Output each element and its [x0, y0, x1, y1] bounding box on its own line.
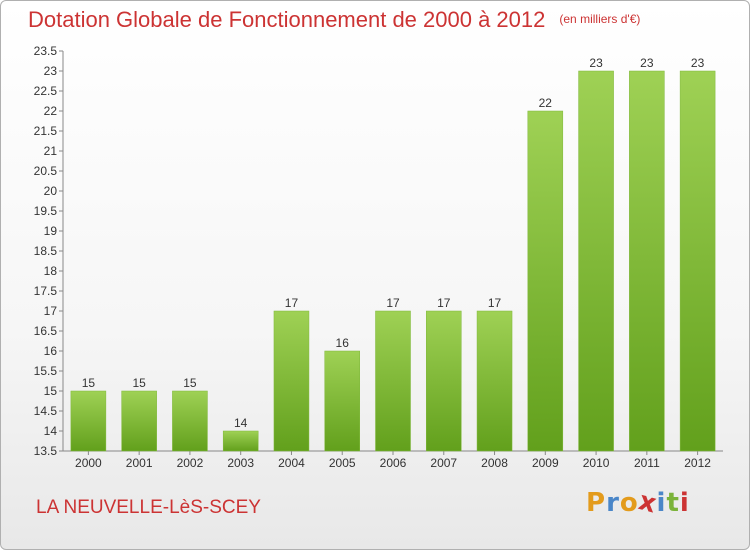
y-tick-label: 23	[44, 64, 58, 78]
bar-2000	[70, 390, 107, 452]
x-tick-label-2007: 2007	[430, 456, 457, 470]
commune-name: LA NEUVELLE-LèS-SCEY	[36, 497, 261, 518]
bar-2001	[121, 390, 157, 452]
y-tick-label: 21	[44, 144, 58, 158]
y-tick-label: 19.5	[34, 204, 58, 218]
bar-2011	[629, 70, 665, 452]
x-tick-label-2011: 2011	[634, 456, 660, 470]
y-tick-label: 20.5	[34, 164, 58, 178]
title-unit: (en milliers d'€)	[559, 12, 641, 26]
data-label-2006: 17	[386, 296, 400, 310]
y-tick-label: 19	[44, 224, 58, 238]
y-tick-label: 13.5	[34, 444, 58, 458]
x-tick-label-2008: 2008	[481, 456, 508, 470]
y-tick-label: 15.5	[34, 364, 58, 378]
x-tick-label-2010: 2010	[583, 456, 610, 470]
x-tick-label-2002: 2002	[177, 456, 204, 470]
y-tick-label: 18	[44, 264, 58, 278]
y-tick-label: 14.5	[34, 404, 58, 418]
bar-2002	[172, 390, 208, 452]
data-label-2002: 15	[183, 376, 197, 390]
y-tick-label: 16	[44, 344, 58, 358]
data-label-2003: 14	[234, 416, 248, 430]
y-tick-label: 18.5	[34, 244, 58, 258]
logo-letter: i	[656, 488, 667, 518]
y-tick-label: 20	[44, 184, 58, 198]
x-tick-label-2005: 2005	[329, 456, 356, 470]
bar-2005	[324, 350, 360, 452]
x-tick-label-2006: 2006	[380, 456, 407, 470]
y-tick-label: 17.5	[34, 284, 58, 298]
x-tick-label-2009: 2009	[532, 456, 559, 470]
data-label-2000: 15	[82, 376, 96, 390]
data-label-2010: 23	[589, 56, 603, 70]
data-label-2008: 17	[488, 296, 502, 310]
y-tick-label: 17	[44, 304, 58, 318]
data-label-2011: 23	[640, 56, 654, 70]
bar-2003	[222, 430, 259, 452]
data-label-2012: 23	[691, 56, 705, 70]
y-tick-label: 14	[44, 424, 58, 438]
data-label-2005: 16	[336, 336, 350, 350]
logo-letter: P	[586, 488, 607, 518]
x-tick-label-2004: 2004	[278, 456, 305, 470]
bar-2010	[578, 70, 614, 452]
logo-letter: t	[666, 488, 680, 518]
bar-2006	[375, 310, 411, 452]
y-tick-label: 22.5	[34, 84, 58, 98]
y-tick-label: 15	[44, 384, 58, 398]
logo-letter: o	[619, 488, 639, 518]
data-label-2009: 22	[539, 96, 553, 110]
logo-letter: i	[679, 488, 690, 518]
bar-2012	[679, 70, 716, 452]
bar-2007	[426, 310, 462, 452]
x-tick-label-2012: 2012	[684, 456, 711, 470]
bar-2008	[476, 310, 513, 452]
y-tick-label: 22	[44, 104, 58, 118]
x-tick-label-2003: 2003	[227, 456, 254, 470]
logo-letter: r	[606, 488, 620, 518]
data-label-2004: 17	[285, 296, 299, 310]
x-tick-label-2000: 2000	[75, 456, 102, 470]
y-tick-label: 21.5	[34, 124, 58, 138]
bar-2004	[273, 310, 310, 452]
data-label-2001: 15	[132, 376, 146, 390]
chart-title: Dotation Globale de Fonctionnement de 20…	[28, 7, 640, 33]
data-label-2007: 17	[437, 296, 451, 310]
bar-2009	[527, 110, 564, 452]
proxiti-logo: Proxiti	[586, 486, 691, 524]
title-text: Dotation Globale de Fonctionnement de 20…	[28, 7, 546, 32]
y-tick-label: 16.5	[34, 324, 58, 338]
y-tick-label: 23.5	[34, 44, 58, 58]
x-tick-label-2001: 2001	[126, 456, 153, 470]
